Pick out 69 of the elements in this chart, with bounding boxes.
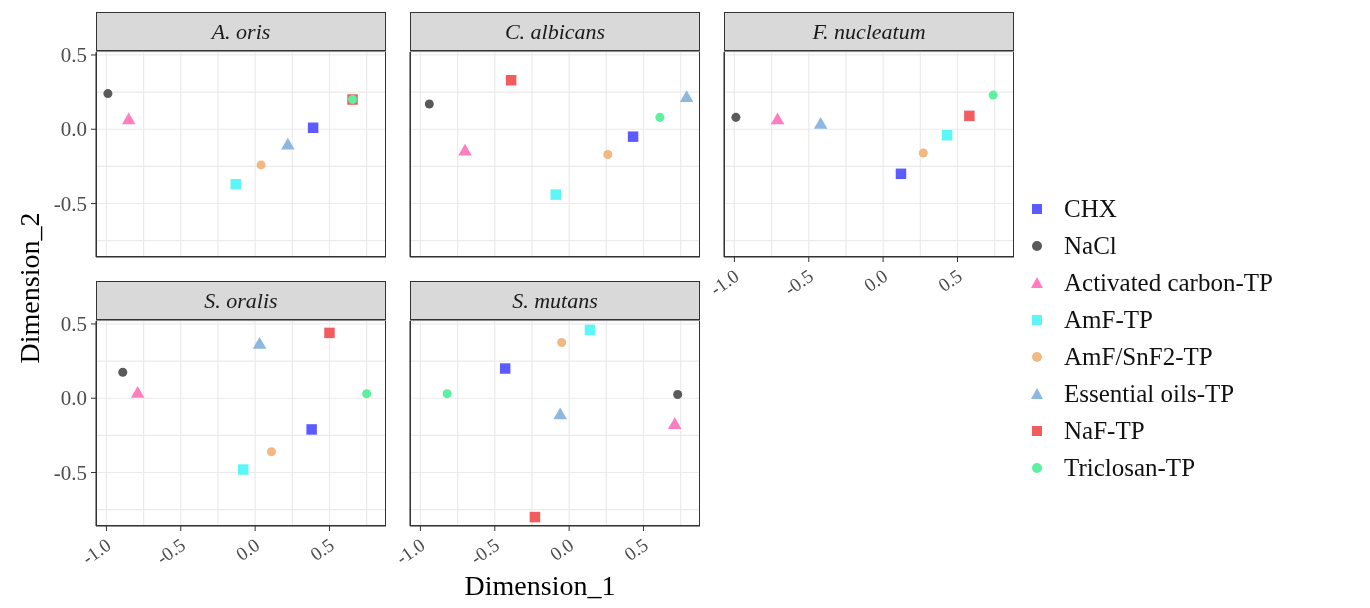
- x-tick-label: -1.0: [78, 534, 115, 569]
- point: [237, 464, 249, 475]
- point: [458, 143, 472, 156]
- y-tick-label: -0.5: [53, 460, 87, 485]
- point: [103, 89, 113, 99]
- point: [988, 90, 998, 100]
- point: [667, 417, 682, 429]
- x-tick-label: 0.5: [620, 534, 652, 565]
- point: [584, 324, 596, 336]
- chart-title: C. albicans: [410, 12, 700, 52]
- point: [281, 137, 295, 150]
- y-tick-label: 0.0: [60, 386, 87, 411]
- point: [895, 168, 907, 180]
- point: [499, 363, 511, 374]
- legend-label: Triclosan-TP: [1064, 453, 1196, 482]
- x-tick-label: -0.5: [466, 534, 504, 569]
- y-tick-label: 0.0: [60, 117, 87, 142]
- point: [362, 389, 372, 399]
- x-tick-label: -0.5: [780, 265, 818, 300]
- chart-title: F. nucleatum: [724, 12, 1014, 52]
- point: [673, 390, 683, 400]
- point: [770, 112, 785, 125]
- legend-label: NaF-TP: [1064, 416, 1145, 445]
- point: [307, 122, 319, 133]
- legend-label: Essential oils-TP: [1064, 379, 1235, 408]
- y-tick-label: -0.5: [53, 191, 87, 216]
- point: [550, 189, 561, 200]
- x-axis-title: Dimension_1: [463, 570, 617, 602]
- x-tick-label: 0.0: [859, 265, 892, 296]
- point: [424, 99, 434, 109]
- point: [230, 178, 242, 190]
- chart-title: S. oralis: [96, 281, 386, 321]
- chart-title: A. oris: [96, 12, 386, 52]
- point: [918, 148, 928, 158]
- x-tick-label: -1.0: [706, 265, 743, 300]
- point: [505, 74, 517, 86]
- point: [557, 338, 567, 348]
- point: [813, 116, 828, 129]
- point: [118, 367, 128, 377]
- point: [679, 90, 694, 102]
- legend-label: AmF/SnF2-TP: [1064, 342, 1213, 371]
- x-tick-label: 0.0: [545, 534, 578, 565]
- point: [121, 112, 136, 125]
- point: [266, 447, 276, 457]
- point: [655, 112, 665, 122]
- y-tick-label: 0.5: [60, 42, 87, 67]
- x-tick-label: 0.0: [231, 534, 264, 565]
- point: [306, 424, 317, 435]
- x-tick-label: 0.5: [306, 534, 338, 565]
- point: [553, 407, 567, 420]
- point: [731, 112, 741, 122]
- point: [627, 131, 639, 142]
- x-tick-label: 0.5: [934, 265, 966, 296]
- legend-label: Activated carbon-TP: [1064, 268, 1273, 297]
- x-tick-label: -0.5: [152, 534, 190, 569]
- legend-label: NaCl: [1064, 231, 1117, 260]
- chart-title: S. mutans: [410, 281, 700, 321]
- point: [964, 110, 975, 122]
- point: [442, 389, 452, 399]
- y-tick-label: 0.5: [60, 311, 87, 336]
- point: [324, 327, 335, 339]
- point: [529, 511, 541, 523]
- point: [941, 129, 953, 141]
- legend-label: AmF-TP: [1064, 305, 1153, 334]
- x-tick-label: -1.0: [392, 534, 429, 569]
- point: [256, 160, 266, 170]
- y-axis-title: Dimension_2: [14, 211, 46, 366]
- legend-label: CHX: [1064, 194, 1117, 223]
- point: [603, 149, 613, 160]
